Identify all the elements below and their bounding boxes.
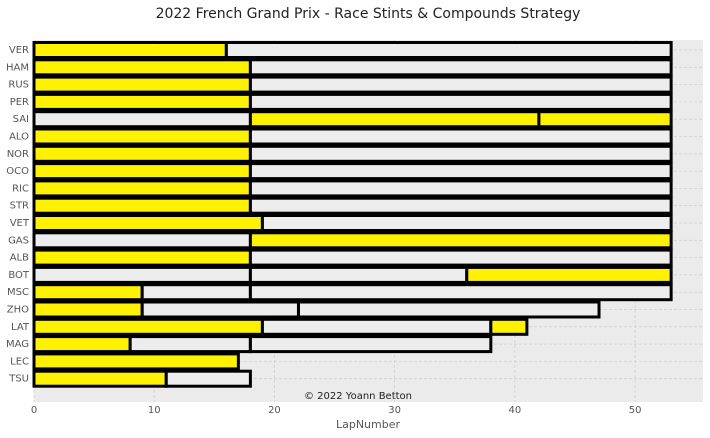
stint-bar <box>32 335 132 354</box>
stint-bar <box>537 110 673 129</box>
y-tick-label: GAS <box>8 235 29 246</box>
stint-bar <box>260 317 493 336</box>
y-tick-label: SAI <box>13 114 29 125</box>
stint-bar <box>128 335 252 354</box>
stint-bar <box>248 335 493 354</box>
y-tick-label: VER <box>9 45 29 56</box>
x-tick-label: 30 <box>388 405 401 416</box>
y-tick-label: LAT <box>11 322 30 333</box>
x-tick-label: 10 <box>148 405 161 416</box>
stint-bar <box>32 214 264 232</box>
stint-bar <box>465 265 673 284</box>
stint-bar <box>248 144 673 163</box>
x-tick-label: 20 <box>268 405 281 416</box>
stint-bar <box>248 162 673 181</box>
stint-bar <box>248 58 673 77</box>
stint-bar <box>32 265 252 284</box>
stint-bar <box>32 196 252 215</box>
stint-bar <box>32 41 228 59</box>
stint-bar <box>248 196 673 215</box>
x-axis-label: LapNumber <box>336 418 401 431</box>
stint-bar <box>32 110 252 129</box>
stint-bar <box>248 231 673 250</box>
stint-bar <box>248 179 673 198</box>
x-tick-label: 40 <box>508 405 521 416</box>
stint-bar <box>32 179 252 198</box>
annotation: © 2022 Yoann Betton <box>304 391 412 402</box>
y-tick-label: TSU <box>8 374 29 385</box>
x-tick-label: 0 <box>31 405 37 416</box>
y-tick-label: BOT <box>8 270 30 281</box>
stint-bar <box>248 248 673 267</box>
stint-bar <box>164 369 252 388</box>
x-tick-label: 50 <box>629 405 642 416</box>
stint-bar <box>32 248 252 267</box>
y-tick-label: VET <box>10 218 30 229</box>
stint-bar <box>248 283 673 302</box>
stint-bar <box>248 127 673 146</box>
stint-bar <box>32 162 252 181</box>
stint-bar <box>32 352 240 371</box>
stint-bar <box>248 110 541 129</box>
y-tick-label: MSC <box>7 287 29 298</box>
stint-bar <box>224 41 673 59</box>
y-tick-label: RUS <box>8 80 29 91</box>
stint-bar <box>296 300 601 319</box>
stint-bar <box>489 317 529 336</box>
stint-bar <box>140 300 300 319</box>
stint-bar <box>32 369 168 388</box>
y-tick-label: ALO <box>9 132 29 143</box>
stint-bar <box>248 92 673 111</box>
y-tick-label: ZHO <box>7 305 29 316</box>
stint-bar <box>248 265 469 284</box>
y-tick-label: PER <box>10 97 29 108</box>
y-tick-label: HAM <box>6 62 29 73</box>
stint-bar <box>32 231 252 250</box>
stint-bar <box>32 317 264 336</box>
stint-bar <box>140 283 252 302</box>
stint-bar <box>32 75 252 94</box>
stint-bar <box>32 58 252 77</box>
stint-bar <box>248 75 673 94</box>
stint-bar <box>260 214 673 232</box>
y-tick-label: LEC <box>10 356 29 367</box>
y-tick-label: ALB <box>10 253 29 264</box>
y-tick-label: MAG <box>6 339 29 350</box>
y-tick-label: RIC <box>12 183 29 194</box>
y-tick-label: NOR <box>7 149 29 160</box>
stint-bar <box>32 300 144 319</box>
chart-title: 2022 French Grand Prix - Race Stints & C… <box>156 6 581 22</box>
stint-bar <box>32 127 252 146</box>
stint-bar <box>32 144 252 163</box>
stint-bar <box>32 283 144 302</box>
stint-bar <box>32 92 252 111</box>
y-tick-label: OCO <box>6 166 29 177</box>
y-tick-label: STR <box>10 201 29 212</box>
